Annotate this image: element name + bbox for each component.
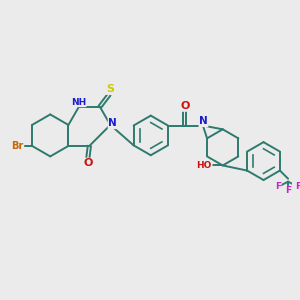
Text: HO: HO — [196, 161, 212, 170]
Text: S: S — [106, 84, 114, 94]
Text: F: F — [275, 182, 281, 191]
Text: N: N — [108, 118, 117, 128]
Text: F: F — [295, 182, 300, 191]
Text: Br: Br — [11, 141, 24, 151]
Text: O: O — [83, 158, 93, 168]
Text: F: F — [285, 186, 291, 195]
Text: O: O — [180, 101, 190, 111]
Text: N: N — [199, 116, 208, 126]
Text: NH: NH — [71, 98, 86, 106]
